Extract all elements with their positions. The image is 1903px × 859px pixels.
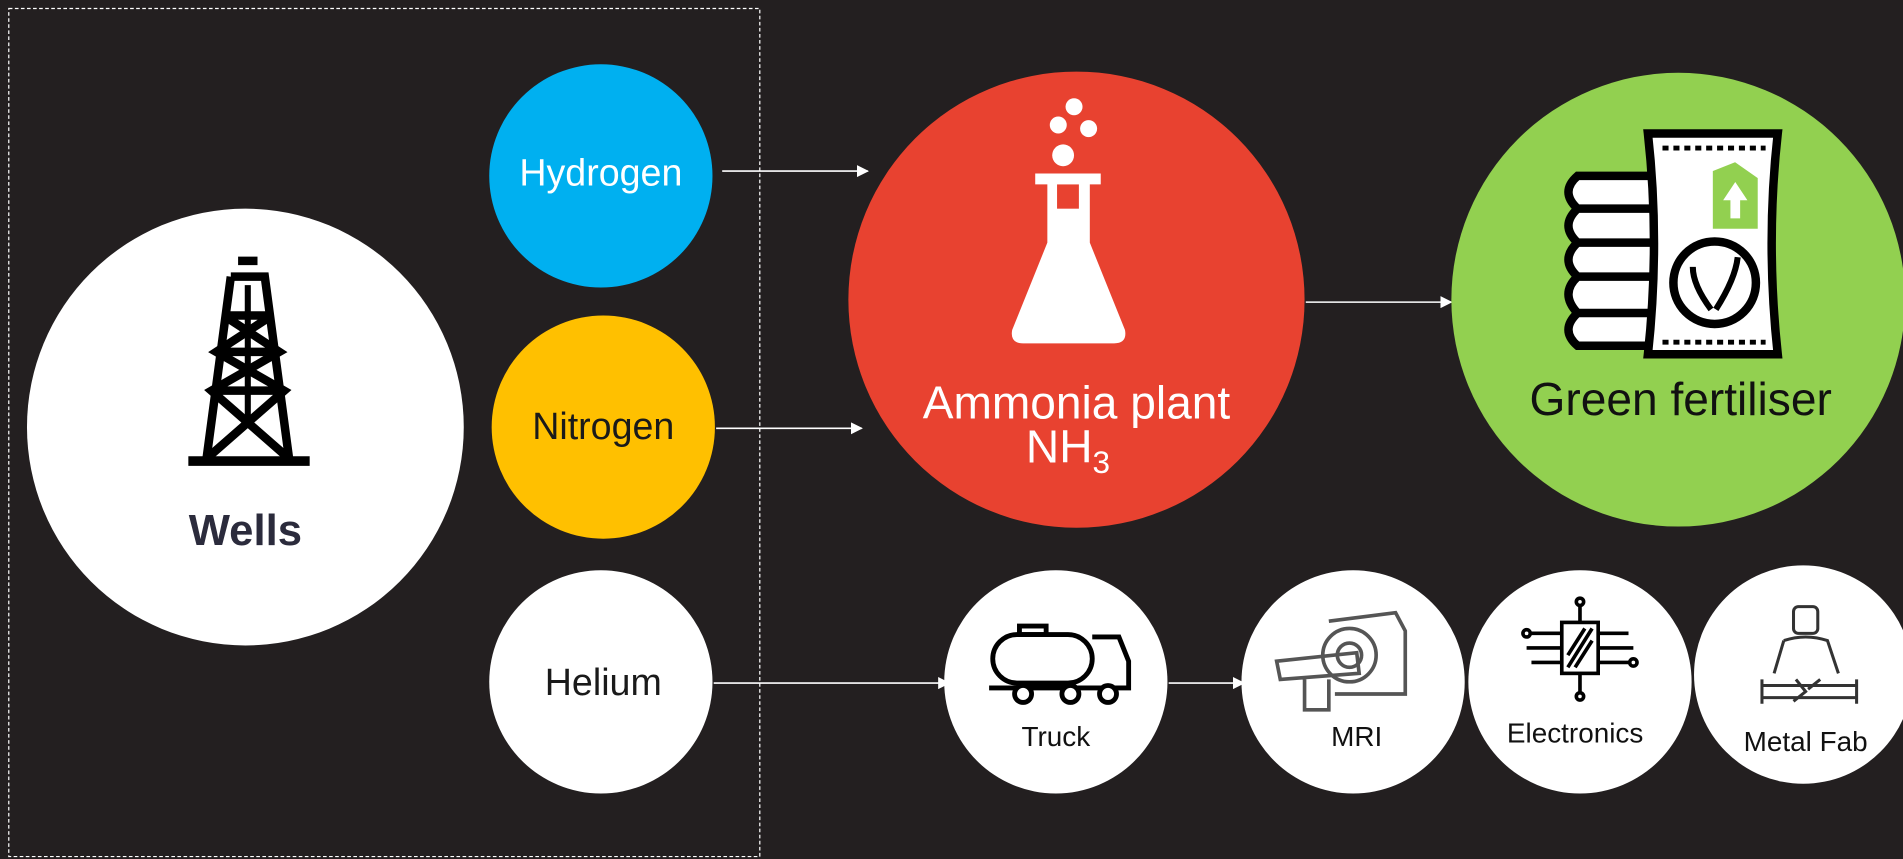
truck-label: Truck: [1021, 721, 1090, 752]
page: Wells Hydrogen Nitrogen Helium Ammonia p…: [0, 0, 1903, 859]
formula-subscript: 3: [1092, 444, 1110, 480]
helium-label: Helium: [545, 661, 662, 703]
fertiliser-label: Green fertiliser: [1530, 373, 1832, 425]
metal-fab-label: Metal Fab: [1744, 726, 1868, 757]
electronics-label: Electronics: [1507, 718, 1643, 749]
formula-base: NH: [1026, 420, 1093, 472]
nitrogen-label: Nitrogen: [532, 405, 674, 447]
wells-label: Wells: [189, 506, 302, 555]
mri-label: MRI: [1331, 721, 1382, 752]
diagram: Wells Hydrogen Nitrogen Helium Ammonia p…: [0, 0, 1903, 859]
hydrogen-label: Hydrogen: [519, 152, 682, 194]
